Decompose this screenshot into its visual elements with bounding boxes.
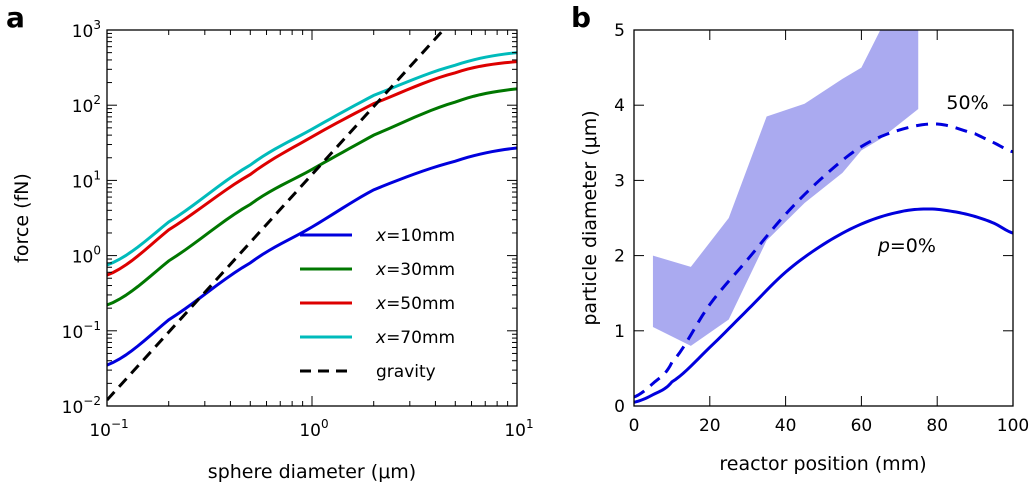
y-tick-label: 10−2 (62, 394, 101, 418)
panel-b-label: b (571, 1, 591, 34)
legend-label-3: x=70mm (375, 328, 455, 348)
y-tick-label: 1 (614, 322, 625, 342)
panel-b-ticks: 0 20 40 60 80 100 0 1 2 3 4 5 (614, 21, 1029, 436)
y-tick-label: 5 (614, 21, 625, 41)
x-tick-label: 80 (926, 416, 948, 436)
legend-label-1: x=30mm (375, 260, 455, 280)
series-line-2 (107, 60, 517, 277)
x-tick-label: 40 (775, 416, 797, 436)
legend-label-4: gravity (376, 362, 436, 382)
y-tick-label: 103 (72, 18, 101, 42)
panel-a-plot-area (107, 30, 517, 402)
series-line-0 (107, 146, 517, 367)
y-tick-label: 4 (614, 96, 625, 116)
series-line-1 (107, 87, 517, 307)
panel-a-ylabel: force (fN) (11, 173, 33, 263)
panel-b-plot-area (634, 30, 1013, 404)
x-tick-label: 10−1 (89, 417, 128, 441)
annotation-0: 50% (946, 92, 988, 114)
legend-label-2: x=50mm (375, 294, 455, 314)
y-tick-label: 3 (614, 171, 625, 191)
panel-b-frame (633, 29, 1014, 407)
y-tick-label: 102 (72, 93, 101, 117)
panel-b-xlabel: reactor position (mm) (719, 453, 926, 475)
panel-a-legend: x=10mm x=30mm x=50mm x=70mm gravity (300, 226, 455, 382)
series-line-4 (107, 30, 446, 402)
annotation-1: p=0% (877, 235, 936, 257)
panel-b-ylabel: particle diameter (μm) (579, 110, 601, 325)
y-tick-label: 10−1 (62, 319, 101, 343)
y-tick-label: 0 (614, 397, 625, 417)
x-tick-label: 100 (299, 417, 328, 441)
panel-a-frame (106, 29, 518, 407)
x-tick-label: 60 (851, 416, 873, 436)
panel-a-label: a (6, 1, 25, 34)
panel-b: b 0 20 40 60 80 100 0 1 2 3 4 5 reactor position (m… (571, 1, 1029, 475)
panel-b-annotations: 50% p=0% (877, 92, 989, 257)
uncertainty-band (652, 30, 919, 346)
y-tick-label: 100 (72, 244, 101, 268)
x-tick-label: 100 (997, 416, 1029, 436)
x-tick-label: 0 (629, 416, 640, 436)
series-line-0 (634, 207, 1013, 404)
panel-a-xlabel: sphere diameter (μm) (208, 461, 416, 483)
x-tick-label: 101 (504, 417, 533, 441)
legend-label-0: x=10mm (375, 226, 455, 246)
y-tick-label: 2 (614, 247, 625, 267)
x-tick-label: 20 (699, 416, 721, 436)
y-tick-label: 101 (72, 168, 101, 192)
series-line-1 (634, 122, 1013, 399)
series-line-3 (107, 51, 517, 267)
